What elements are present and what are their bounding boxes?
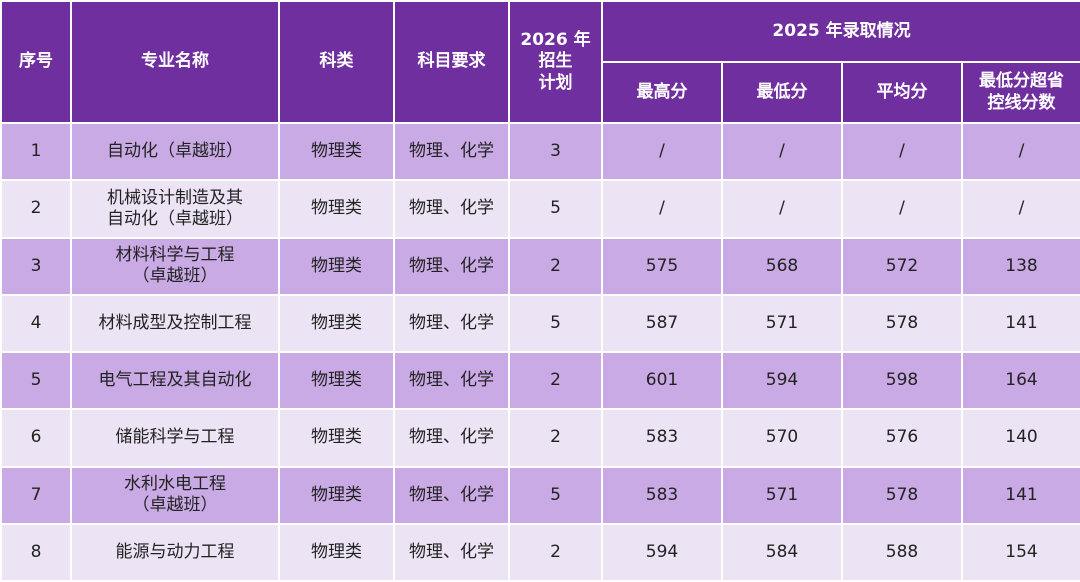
table-row: 8 能源与动力工程 物理类 物理、化学 2 594 584 588 154 <box>0 522 1080 582</box>
table-cell: 物理类 <box>278 408 395 468</box>
table-cell: 材料科学与工程 （卓越班） <box>70 236 280 296</box>
table-cell: 3 <box>0 236 72 296</box>
table-cell: 584 <box>721 522 843 582</box>
table-cell: 138 <box>960 236 1080 296</box>
table-body: 1 自动化（卓越班） 物理类 物理、化学 3// //2 机械设计制造及其 自动化（卓越班）… <box>0 121 1080 582</box>
column-header: 专业名称 <box>70 0 280 124</box>
table-cell: 154 <box>960 522 1080 582</box>
table-row: 1 自动化（卓越班） 物理类 物理、化学 3// / / <box>0 121 1080 182</box>
table-cell: 1 <box>0 121 72 182</box>
table-cell: 物理类 <box>278 465 395 525</box>
table-cell: / <box>841 179 963 239</box>
table-cell: 575 <box>601 236 723 296</box>
table-cell: 568 <box>721 236 843 296</box>
table-cell: / <box>960 121 1080 182</box>
table-cell: / <box>721 179 843 239</box>
table-cell: 583 <box>601 408 723 468</box>
table-row: 5 电气工程及其自动化 物理类 物理、化学 2 601 594 598 164 <box>0 350 1080 411</box>
table-cell: 物理类 <box>278 179 395 239</box>
table-cell: 自动化（卓越班） <box>70 121 280 182</box>
table-cell: 141 <box>960 465 1080 525</box>
table-cell: 物理、化学 <box>393 236 510 296</box>
column-header: 2026 年 招生 计划 <box>508 0 603 124</box>
table-row: 6 储能科学与工程 物理类 物理、化学 2 583 570 576 140 <box>0 408 1080 468</box>
table-cell: 储能科学与工程 <box>70 408 280 468</box>
table-cell: 物理、化学 <box>393 179 510 239</box>
table-cell: 物理、化学 <box>393 121 510 182</box>
table-cell: 576 <box>841 408 963 468</box>
table-cell: 140 <box>960 408 1080 468</box>
table-cell: / <box>721 121 843 182</box>
table-cell: 5 <box>508 465 603 525</box>
table-cell: 164 <box>960 350 1080 411</box>
table-cell: / <box>841 121 963 182</box>
table-cell: / <box>601 121 723 182</box>
table-cell: 物理、化学 <box>393 350 510 411</box>
table-cell: 571 <box>721 465 843 525</box>
table-cell: 物理类 <box>278 293 395 354</box>
column-header: 最低分 <box>721 61 843 124</box>
table-cell: 7 <box>0 465 72 525</box>
table-cell: 物理、化学 <box>393 293 510 354</box>
column-header: 科类 <box>278 0 395 124</box>
table-row: 3 材料科学与工程 （卓越班） 物理类 物理、化学 2 575 568 572 138 <box>0 236 1080 296</box>
header-row: 序号 专业名称 科类 科目要求 2026 年 招生 计划 2025 年录取情况 <box>0 0 1080 124</box>
table-cell: 电气工程及其自动化 <box>70 350 280 411</box>
table-cell: 物理类 <box>278 236 395 296</box>
table-row: 4 材料成型及控制工程 物理类 物理、化学 5 587 571 578 141 <box>0 293 1080 354</box>
table-cell: 594 <box>721 350 843 411</box>
table-cell: 587 <box>601 293 723 354</box>
table-cell: 601 <box>601 350 723 411</box>
table-cell: 588 <box>841 522 963 582</box>
table-cell: 5 <box>508 179 603 239</box>
table-cell: 2 <box>508 408 603 468</box>
table-cell: 物理类 <box>278 350 395 411</box>
table-cell: 能源与动力工程 <box>70 522 280 582</box>
table-row: 2 机械设计制造及其 自动化（卓越班） 物理类 物理、化学 5// / / <box>0 179 1080 239</box>
column-header: 最高分 <box>601 61 723 124</box>
column-header: 科目要求 <box>393 0 510 124</box>
group-header: 2025 年录取情况 <box>600 0 1080 63</box>
table-cell: 物理、化学 <box>393 522 510 582</box>
table-cell: 2 <box>508 350 603 411</box>
table-cell: 5 <box>508 293 603 354</box>
table-cell: 水利水电工程 （卓越班） <box>70 465 280 525</box>
table-cell: / <box>960 179 1080 239</box>
table-cell: 594 <box>601 522 723 582</box>
table-cell: 571 <box>721 293 843 354</box>
table-cell: 583 <box>601 465 723 525</box>
table-cell: 141 <box>960 293 1080 354</box>
table-cell: / <box>601 179 723 239</box>
column-header: 最低分超省 控线分数 <box>960 61 1080 124</box>
table-header: 序号 专业名称 科类 科目要求 2026 年 招生 计划 2025 年录取情况 最高分 最低分… <box>0 0 1080 124</box>
table-cell: 578 <box>841 293 963 354</box>
table-cell: 578 <box>841 465 963 525</box>
table-cell: 8 <box>0 522 72 582</box>
column-header: 序号 <box>0 0 72 124</box>
table-cell: 2 <box>508 236 603 296</box>
table-cell: 5 <box>0 350 72 411</box>
table-cell: 2 <box>508 522 603 582</box>
table-row: 7 水利水电工程 （卓越班） 物理类 物理、化学 5 583 571 578 141 <box>0 465 1080 525</box>
table-cell: 物理类 <box>278 121 395 182</box>
table-cell: 598 <box>841 350 963 411</box>
table-cell: 2 <box>0 179 72 239</box>
table-cell: 4 <box>0 293 72 354</box>
table-cell: 物理、化学 <box>393 408 510 468</box>
table-cell: 机械设计制造及其 自动化（卓越班） <box>70 179 280 239</box>
table-cell: 物理类 <box>278 522 395 582</box>
table-cell: 572 <box>841 236 963 296</box>
table-cell: 物理、化学 <box>393 465 510 525</box>
table-cell: 3 <box>508 121 603 182</box>
table-cell: 6 <box>0 408 72 468</box>
header-row: 最高分 最低分 平均分 最低分超省 控线分数 <box>1 61 1080 124</box>
column-header: 平均分 <box>841 61 963 124</box>
table-cell: 材料成型及控制工程 <box>70 293 280 354</box>
table-cell: 570 <box>721 408 843 468</box>
